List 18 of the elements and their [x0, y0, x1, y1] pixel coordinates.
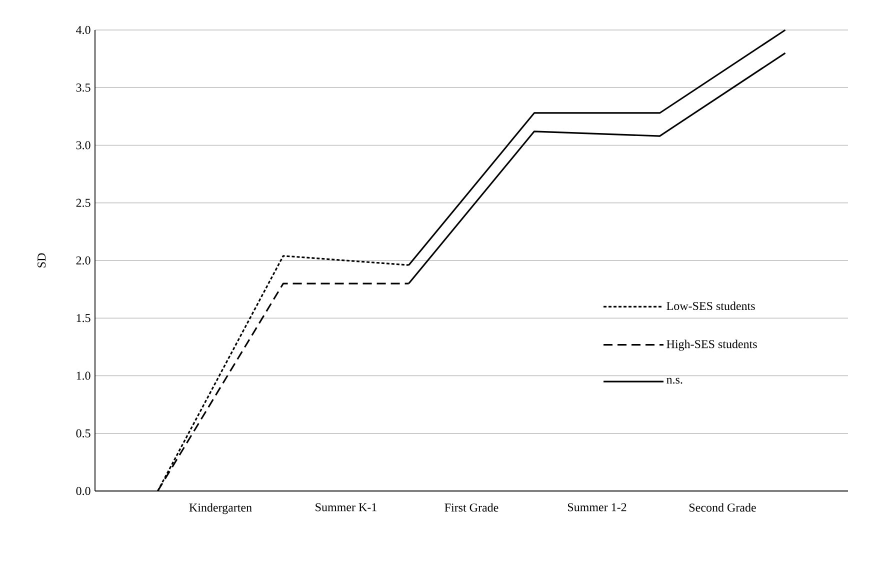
- x-tick-label: Summer 1-2: [568, 503, 626, 512]
- legend-label: Low-SES students: [666, 302, 755, 310]
- y-tick-label: 0.0: [76, 486, 90, 496]
- legend-label: High-SES students: [666, 340, 757, 351]
- y-tick-label: 1.5: [76, 314, 90, 322]
- x-tick-label: Summer K-1: [316, 503, 376, 512]
- x-tick-label: Kindergarten: [189, 503, 252, 514]
- y-axis-title: SD: [38, 253, 46, 268]
- x-tick-label: Second Grade: [689, 503, 756, 512]
- y-tick-label: 3.0: [76, 141, 90, 150]
- legend-label: n.s.: [666, 378, 682, 384]
- y-tick-label: 4.0: [76, 26, 90, 34]
- y-tick-label: 0.5: [76, 429, 90, 438]
- y-tick-label: 1.0: [76, 372, 90, 380]
- y-tick-label: 3.5: [76, 84, 90, 92]
- y-tick-label: 2.5: [76, 198, 90, 207]
- y-tick-label: 2.0: [76, 256, 90, 265]
- x-tick-label: First Grade: [444, 503, 498, 512]
